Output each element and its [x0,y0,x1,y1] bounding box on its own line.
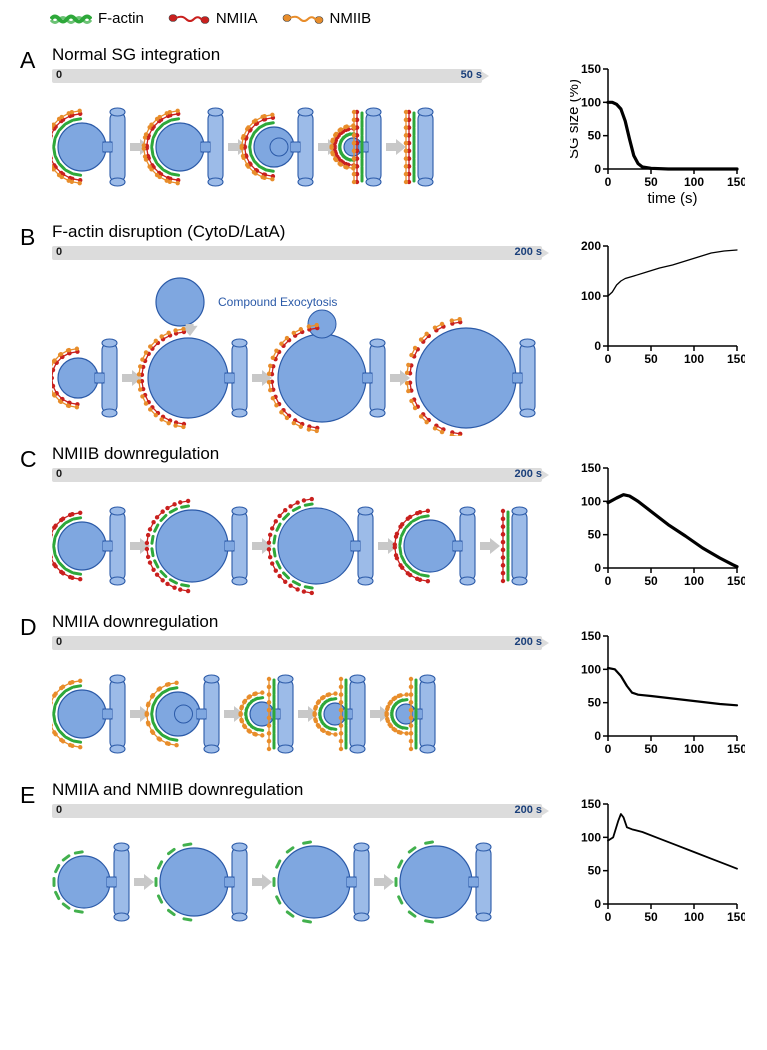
svg-text:150: 150 [727,910,745,924]
svg-text:50: 50 [588,696,602,710]
svg-text:150: 150 [581,62,601,76]
svg-text:0: 0 [605,175,612,189]
svg-text:SG size (%): SG size (%) [570,79,582,159]
svg-text:100: 100 [684,742,704,756]
panel-letter: B [20,222,52,251]
svg-text:50: 50 [644,574,658,588]
sequence-diagram [52,89,552,205]
svg-text:0: 0 [605,574,612,588]
legend-label: NMIIA [216,10,258,27]
svg-text:Compound Exocytosis: Compound Exocytosis [218,295,337,309]
svg-text:100: 100 [684,910,704,924]
svg-text:50: 50 [588,864,602,878]
svg-text:150: 150 [581,461,601,475]
panel-D: DNMIIA downregulation0200 s0501001500501… [20,612,747,772]
timebar-end-label: 200 s [514,636,542,648]
svg-text:100: 100 [581,830,601,844]
svg-text:100: 100 [581,95,601,109]
svg-text:150: 150 [727,175,745,189]
svg-text:0: 0 [605,742,612,756]
timebar-end-label: 200 s [514,246,542,258]
svg-text:0: 0 [594,561,601,575]
sg-size-chart: 0 50 100 150 0 50 100 150 SG size (%) time (s) [570,61,745,209]
svg-text:50: 50 [588,528,602,542]
sg-size-chart: 0 50 100 150 0 50 100 150 [570,460,745,590]
sg-size-chart: 0 50 100 150 0 50 100 150 [570,796,745,926]
svg-text:150: 150 [581,629,601,643]
panel-A: ANormal SG integration050 s0501001500501… [20,45,747,214]
time-bar: 0 200 s [52,468,552,482]
timebar-end-label: 200 s [514,468,542,480]
panel-E: ENMIIA and NMIIB downregulation0200 s050… [20,780,747,940]
panel-letter: D [20,612,52,641]
legend-item-nmiia: NMIIA [168,10,258,27]
legend: F-actin NMIIA NMIIB [50,10,747,27]
panel-letter: E [20,780,52,809]
panel-B: BF-actin disruption (CytoD/LatA)0200 sCo… [20,222,747,436]
timebar-start-label: 0 [56,246,62,258]
panel-C: CNMIIB downregulation0200 s0501001500501… [20,444,747,604]
svg-text:50: 50 [644,352,658,366]
sequence-diagram [52,824,552,940]
timebar-start-label: 0 [56,69,62,81]
svg-text:0: 0 [605,352,612,366]
svg-text:50: 50 [644,910,658,924]
svg-text:0: 0 [605,910,612,924]
legend-label: F-actin [98,10,144,27]
timebar-start-label: 0 [56,804,62,816]
sg-size-chart: 0 50 100 150 0 50 100 150 [570,628,745,758]
nmiia-icon [168,13,210,25]
sequence-diagram: Compound Exocytosis [52,266,552,436]
svg-text:50: 50 [644,742,658,756]
svg-text:50: 50 [644,175,658,189]
svg-text:150: 150 [727,352,745,366]
svg-text:100: 100 [581,289,601,303]
svg-text:200: 200 [581,239,601,253]
svg-text:0: 0 [594,897,601,911]
svg-text:100: 100 [684,175,704,189]
svg-text:100: 100 [581,494,601,508]
legend-item-nmiib: NMIIB [282,10,372,27]
svg-text:0: 0 [594,162,601,176]
svg-text:0: 0 [594,729,601,743]
svg-text:100: 100 [684,574,704,588]
timebar-start-label: 0 [56,468,62,480]
time-bar: 0 50 s [52,69,492,83]
svg-text:150: 150 [581,797,601,811]
time-bar: 0 200 s [52,636,552,650]
timebar-end-label: 50 s [461,69,482,81]
svg-text:100: 100 [581,662,601,676]
legend-label: NMIIB [330,10,372,27]
svg-text:150: 150 [727,574,745,588]
legend-item-factin: F-actin [50,10,144,27]
sequence-diagram [52,488,552,604]
time-bar: 0 200 s [52,804,552,818]
svg-text:time (s): time (s) [648,190,698,207]
panel-letter: C [20,444,52,473]
time-bar: 0 200 s [52,246,552,260]
svg-text:50: 50 [588,129,602,143]
nmiib-icon [282,13,324,25]
svg-text:100: 100 [684,352,704,366]
panel-letter: A [20,45,52,74]
sequence-diagram [52,656,552,772]
sg-size-chart: 0 100 200 0 50 100 150 [570,238,745,368]
svg-text:150: 150 [727,742,745,756]
svg-text:0: 0 [594,339,601,353]
timebar-start-label: 0 [56,636,62,648]
factin-icon [50,13,92,25]
timebar-end-label: 200 s [514,804,542,816]
